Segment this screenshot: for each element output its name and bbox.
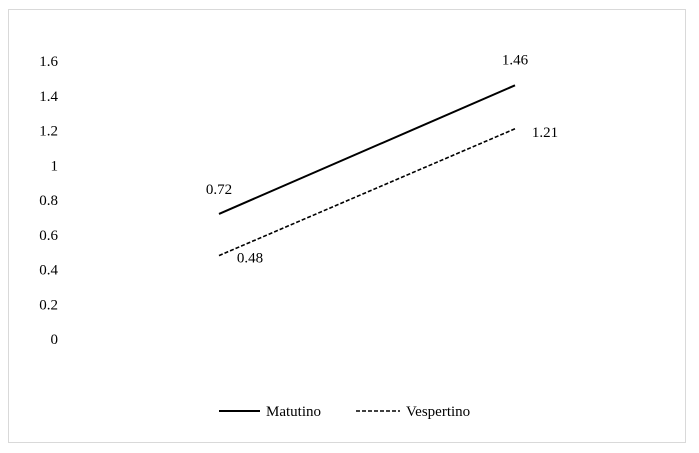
- legend-item-matutino: Matutino: [219, 404, 321, 420]
- y-tick-label: 0.2: [39, 297, 58, 313]
- chart-frame: [8, 9, 686, 443]
- y-tick-label: 0: [51, 332, 59, 348]
- y-tick-label: 1.6: [39, 54, 58, 70]
- data-labels: 0.72 1.46 0.48 1.21: [206, 52, 558, 266]
- y-axis: 0 0.2 0.4 0.6 0.8 1 1.2 1.4 1.6: [39, 54, 58, 348]
- data-label: 0.48: [237, 251, 263, 267]
- series-line-matutino: [218, 84, 516, 215]
- y-tick-label: 1.2: [39, 124, 58, 140]
- y-tick-label: 1: [51, 158, 59, 174]
- data-label: 1.21: [532, 125, 558, 141]
- y-tick-label: 0.8: [39, 193, 58, 209]
- data-label: 1.46: [502, 52, 529, 68]
- legend: Matutino Vespertino: [219, 404, 470, 420]
- legend-item-vespertino: Vespertino: [356, 404, 470, 420]
- y-tick-label: 1.4: [39, 89, 58, 105]
- data-label: 0.72: [206, 182, 232, 198]
- y-tick-label: 0.6: [39, 228, 58, 244]
- y-tick-label: 0.4: [39, 263, 58, 279]
- series-layer: [218, 84, 516, 257]
- legend-label: Vespertino: [406, 404, 470, 420]
- series-line-vespertino: [218, 128, 516, 257]
- legend-label: Matutino: [266, 404, 321, 420]
